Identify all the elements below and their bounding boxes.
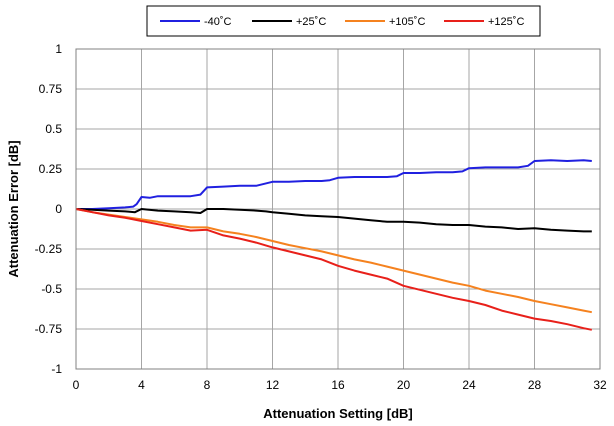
x-tick-label: 8 (204, 378, 211, 392)
legend-label: +105˚C (389, 16, 425, 28)
y-axis-ticks: 1 0.75 0.5 0.25 0 -0.25 -0.5 -0.75 -1 (35, 42, 63, 376)
legend: -40˚C +25˚C +105˚C +125˚C (146, 5, 541, 37)
legend-item: +25˚C (252, 16, 326, 28)
legend-item: +105˚C (345, 16, 425, 28)
y-tick-label: -1 (51, 362, 62, 376)
y-tick-label: 0.5 (45, 122, 62, 136)
x-axis-label: Attenuation Setting [dB] (263, 406, 412, 421)
legend-label: -40˚C (204, 16, 232, 28)
series-layer (75, 159, 593, 331)
legend-item: +125˚C (444, 16, 524, 28)
legend-label: +25˚C (296, 16, 326, 28)
y-axis-label: Attenuation Error [dB] (6, 140, 21, 277)
series-line (75, 208, 593, 314)
y-tick-label: 0 (55, 202, 62, 216)
legend-label: +125˚C (488, 16, 524, 28)
y-tick-label: -0.25 (35, 242, 63, 256)
series-line (75, 208, 592, 233)
y-tick-label: -0.75 (35, 322, 63, 336)
x-tick-label: 32 (593, 378, 607, 392)
x-tick-label: 0 (73, 378, 80, 392)
y-tick-label: 0.75 (39, 82, 63, 96)
y-tick-label: 0.25 (39, 162, 63, 176)
legend-item: -40˚C (160, 16, 232, 28)
x-tick-label: 20 (397, 378, 411, 392)
x-axis-ticks: 0 4 8 12 16 20 24 28 32 (73, 378, 607, 392)
x-tick-label: 28 (528, 378, 542, 392)
series-line (75, 208, 593, 331)
x-tick-label: 16 (331, 378, 345, 392)
plot-area-border (75, 48, 601, 370)
y-tick-label: -0.5 (41, 282, 62, 296)
x-tick-label: 24 (462, 378, 476, 392)
y-tick-label: 1 (55, 42, 62, 56)
x-tick-label: 4 (138, 378, 145, 392)
series-line (76, 159, 592, 210)
x-tick-label: 12 (266, 378, 280, 392)
